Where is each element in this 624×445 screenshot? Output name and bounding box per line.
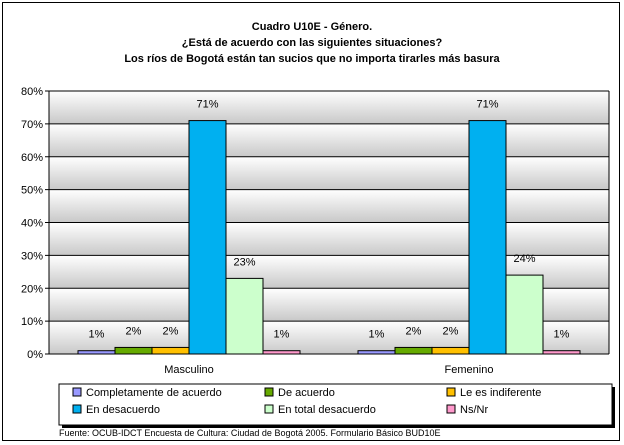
background-band <box>49 156 609 190</box>
data-label: 2% <box>126 325 142 337</box>
bar-masculino-series-3 <box>188 120 227 355</box>
chart-subtitle-line-1: ¿Está de acuerdo con las siguientes situ… <box>182 37 443 49</box>
chart-subtitle-line-2: Los ríos de Bogotá están tan sucios que … <box>124 53 500 65</box>
bar-masculino-series-0 <box>77 350 116 355</box>
legend-label: En desacuerdo <box>86 404 160 416</box>
legend-label: De acuerdo <box>278 387 335 399</box>
y-tick-label: 70% <box>21 119 43 131</box>
legend-label: Le es indiferente <box>460 387 541 399</box>
data-label: 71% <box>196 99 218 111</box>
legend-label: Completamente de acuerdo <box>86 387 222 399</box>
data-label: 71% <box>476 99 498 111</box>
bar-femenino-series-2 <box>431 346 470 355</box>
bar-femenino-series-4 <box>505 274 544 355</box>
legend-swatch <box>264 387 274 397</box>
data-label: 1% <box>89 329 105 341</box>
legend-swatch <box>72 387 82 397</box>
background-band <box>49 123 609 157</box>
legend-box <box>58 383 613 426</box>
legend-swatch <box>446 404 456 414</box>
y-tick-label: 80% <box>21 86 43 98</box>
y-tick-label: 60% <box>21 152 43 164</box>
y-tick-label: 10% <box>21 316 43 328</box>
background-band <box>49 91 609 124</box>
data-label: 1% <box>554 329 570 341</box>
bar-masculino-series-2 <box>151 346 190 355</box>
data-label: 2% <box>163 325 179 337</box>
background-band <box>49 189 609 223</box>
chart-frame: Cuadro U10E - Género. ¿Está de acuerdo c… <box>2 2 620 441</box>
y-tick-label: 50% <box>21 185 43 197</box>
legend-swatch <box>264 404 274 414</box>
data-label: 1% <box>274 329 290 341</box>
data-label: 2% <box>443 325 459 337</box>
bar-masculino-series-1 <box>114 346 153 355</box>
chart-svg: Cuadro U10E - Género. ¿Está de acuerdo c… <box>21 21 615 438</box>
data-label: 1% <box>369 329 385 341</box>
bar-masculino-series-5 <box>262 350 301 355</box>
chart-title: Cuadro U10E - Género. <box>252 21 372 33</box>
background-band <box>49 222 609 256</box>
bar-masculino-series-4 <box>225 277 264 355</box>
y-tick-label: 40% <box>21 218 43 230</box>
data-label: 24% <box>513 253 535 265</box>
category-label: Femenino <box>445 364 494 376</box>
legend-label: Ns/Nr <box>460 404 488 416</box>
category-label: Masculino <box>164 364 214 376</box>
legend-swatch <box>72 404 82 414</box>
y-tick-label: 20% <box>21 283 43 295</box>
bar-femenino-series-1 <box>394 346 433 355</box>
data-label: 23% <box>233 256 255 268</box>
data-label: 2% <box>406 325 422 337</box>
source-note: Fuente: OCUB-IDCT Encuesta de Cultura: C… <box>59 428 441 438</box>
y-tick-label: 30% <box>21 250 43 262</box>
bar-femenino-series-3 <box>468 120 507 355</box>
bar-femenino-series-5 <box>542 350 581 355</box>
legend-label: En total desacuerdo <box>278 404 376 416</box>
legend: Completamente de acuerdo De acuerdo Le es … <box>58 383 615 428</box>
y-tick-label: 0% <box>27 349 43 361</box>
bar-femenino-series-0 <box>357 350 396 355</box>
legend-swatch <box>446 387 456 397</box>
plot-area: 0% 10% 20% 30% 40% 50% 60% 70% 80% 1% 2% 2% 71% 23% 1%… <box>21 86 610 376</box>
